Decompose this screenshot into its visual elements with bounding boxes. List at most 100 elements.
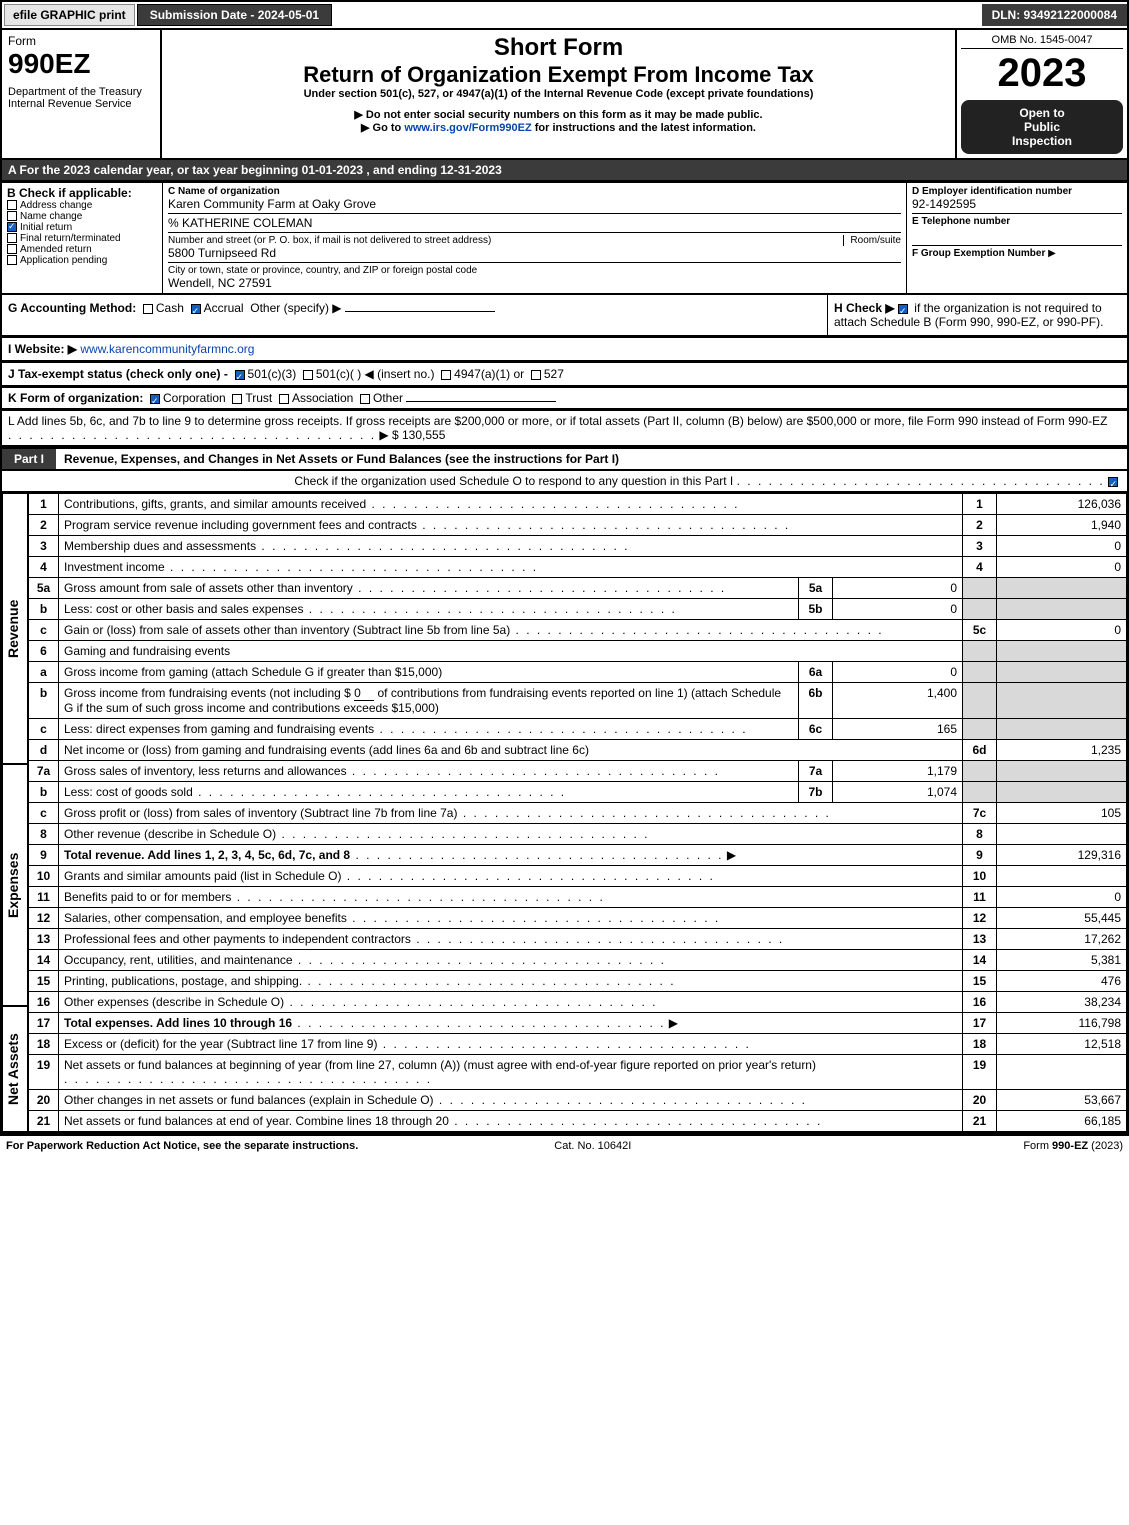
section-b: B Check if applicable: Address change Na…	[2, 182, 162, 293]
n21: 21	[29, 1111, 59, 1132]
n11: 11	[29, 887, 59, 908]
bn14: 14	[963, 950, 997, 971]
ck-corp[interactable]	[150, 394, 160, 404]
amt5b-grey	[997, 599, 1127, 620]
amt2: 1,940	[997, 515, 1127, 536]
ck-trust[interactable]	[232, 394, 242, 404]
n5a: 5a	[29, 578, 59, 599]
amt6b-grey	[997, 683, 1127, 719]
t17: Total expenses. Add lines 10 through 16	[64, 1016, 292, 1030]
lines-table: 1Contributions, gifts, grants, and simil…	[28, 493, 1127, 1132]
label-ein: D Employer identification number	[912, 186, 1122, 197]
ck-address-change[interactable]	[7, 200, 17, 210]
d4	[165, 560, 538, 574]
lbl-initial-return: Initial return	[20, 222, 72, 233]
bn6a-grey	[963, 662, 997, 683]
side-net-assets: Net Assets	[2, 1006, 28, 1132]
amt7b-grey	[997, 782, 1127, 803]
t5a: Gross amount from sale of assets other t…	[64, 581, 353, 595]
sn5a: 5a	[799, 578, 833, 599]
d7a	[347, 764, 720, 778]
side-expenses: Expenses	[2, 764, 28, 1006]
ck-initial-return[interactable]	[7, 222, 17, 232]
row-18: 18Excess or (deficit) for the year (Subt…	[29, 1034, 1127, 1055]
submission-date-badge: Submission Date - 2024-05-01	[137, 4, 332, 26]
bn7c: 7c	[963, 803, 997, 824]
ck-assoc[interactable]	[279, 394, 289, 404]
section-a-row: A For the 2023 calendar year, or tax yea…	[0, 160, 1129, 182]
n8: 8	[29, 824, 59, 845]
bn12: 12	[963, 908, 997, 929]
d19	[64, 1072, 432, 1086]
label-street: Number and street (or P. O. box, if mail…	[168, 235, 843, 246]
lbl-trust: Trust	[245, 391, 272, 405]
ck-other-org[interactable]	[360, 394, 370, 404]
lbl-cash: Cash	[156, 301, 184, 315]
n19: 19	[29, 1055, 59, 1090]
footer-left: For Paperwork Reduction Act Notice, see …	[6, 1140, 358, 1152]
website-link[interactable]: www.karencommunityfarmnc.org	[80, 342, 254, 356]
row-4: 4Investment income40	[29, 557, 1127, 578]
sa5a: 0	[833, 578, 963, 599]
bn6-grey	[963, 641, 997, 662]
bn19: 19	[963, 1055, 997, 1090]
lbl-final-return: Final return/terminated	[20, 233, 121, 244]
irs-link[interactable]: www.irs.gov/Form990EZ	[404, 122, 531, 134]
ck-h[interactable]	[898, 304, 908, 314]
d10	[341, 869, 714, 883]
arrow-l: ▶ $	[379, 428, 398, 442]
n6b: b	[29, 683, 59, 719]
section-k: K Form of organization: Corporation Trus…	[0, 387, 1129, 410]
amt13: 17,262	[997, 929, 1127, 950]
n4: 4	[29, 557, 59, 578]
amt6d: 1,235	[997, 740, 1127, 761]
amt18: 12,518	[997, 1034, 1127, 1055]
ck-cash[interactable]	[143, 304, 153, 314]
n5c: c	[29, 620, 59, 641]
ck-name-change[interactable]	[7, 211, 17, 221]
amt1: 126,036	[997, 494, 1127, 515]
other-org-line	[406, 401, 556, 402]
t18: Excess or (deficit) for the year (Subtra…	[64, 1037, 377, 1051]
amt17: 116,798	[997, 1013, 1127, 1034]
row-6a: aGross income from gaming (attach Schedu…	[29, 662, 1127, 683]
label-tax-exempt: J Tax-exempt status (check only one) -	[8, 367, 228, 381]
efile-print-button[interactable]: efile GRAPHIC print	[4, 4, 135, 26]
bn7a-grey	[963, 761, 997, 782]
part1-check-text: Check if the organization used Schedule …	[294, 474, 733, 488]
row-6: 6Gaming and fundraising events	[29, 641, 1127, 662]
t6d: Net income or (loss) from gaming and fun…	[64, 743, 589, 757]
row-7c: cGross profit or (loss) from sales of in…	[29, 803, 1127, 824]
row-7a: 7aGross sales of inventory, less returns…	[29, 761, 1127, 782]
care-of: % KATHERINE COLEMAN	[168, 213, 901, 230]
group-exemption-arrow: ▶	[1048, 248, 1056, 259]
ck-501c[interactable]	[303, 370, 313, 380]
amt21: 66,185	[997, 1111, 1127, 1132]
amt6a-grey	[997, 662, 1127, 683]
sa7b: 1,074	[833, 782, 963, 803]
amt14: 5,381	[997, 950, 1127, 971]
ck-527[interactable]	[531, 370, 541, 380]
row-6d: dNet income or (loss) from gaming and fu…	[29, 740, 1127, 761]
ein-value: 92-1492595	[912, 197, 1122, 211]
ck-schedule-o[interactable]	[1108, 477, 1118, 487]
label-room: Room/suite	[843, 235, 901, 246]
ck-4947[interactable]	[441, 370, 451, 380]
short-form-title: Short Form	[166, 34, 951, 62]
ck-amended-return[interactable]	[7, 244, 17, 254]
n3: 3	[29, 536, 59, 557]
ck-accrual[interactable]	[191, 304, 201, 314]
t5b: Less: cost or other basis and sales expe…	[64, 602, 303, 616]
bn8: 8	[963, 824, 997, 845]
row-15: 15Printing, publications, postage, and s…	[29, 971, 1127, 992]
sa6b: 1,400	[833, 683, 963, 719]
bn1: 1	[963, 494, 997, 515]
label-city: City or town, state or province, country…	[168, 262, 901, 276]
ck-final-return[interactable]	[7, 233, 17, 243]
ck-501c3[interactable]	[235, 370, 245, 380]
bn2: 2	[963, 515, 997, 536]
lbl-other-org: Other	[373, 391, 403, 405]
footer: For Paperwork Reduction Act Notice, see …	[0, 1134, 1129, 1156]
ck-application-pending[interactable]	[7, 255, 17, 265]
amt4: 0	[997, 557, 1127, 578]
